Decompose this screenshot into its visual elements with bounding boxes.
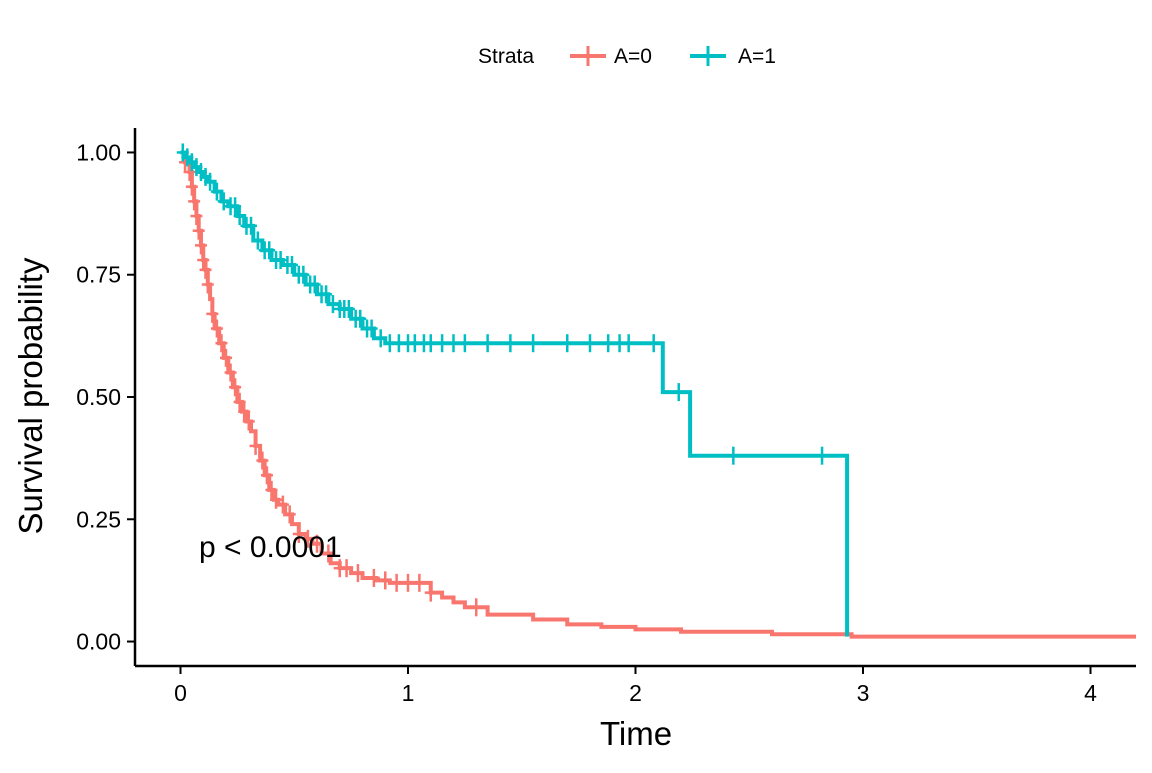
x-tick-label: 1 [402,680,415,706]
y-tick-label: 0.75 [76,262,121,288]
legend-label-a1: A=1 [738,45,776,68]
survival-curves [176,143,1136,639]
legend-entry-a0: A=0 [570,45,652,68]
y-ticks: 0.00 0.25 0.50 0.75 1.00 [76,139,135,655]
y-tick-label: 1.00 [76,139,121,165]
x-axis-title: Time [600,715,672,752]
y-axis-title: Survival probability [12,257,49,534]
legend-entry-a1: A=1 [690,45,776,68]
x-tick-label: 0 [174,680,187,706]
y-tick-label: 0.50 [76,384,121,410]
legend-title: Strata [478,45,534,68]
axes: 0 1 2 3 4 0.00 0.25 0.50 0.75 1.00 [76,128,1136,706]
legend-label-a0: A=0 [614,45,652,68]
x-tick-label: 3 [857,680,870,706]
survival-curve-a0 [180,150,1136,639]
p-value-annotation: p < 0.0001 [199,531,342,564]
legend: Strata A=0 A=1 [478,45,776,68]
y-tick-label: 0.00 [76,629,121,655]
y-tick-label: 0.25 [76,506,121,532]
x-tick-label: 4 [1084,680,1097,706]
x-ticks: 0 1 2 3 4 [174,666,1097,706]
x-tick-label: 2 [629,680,642,706]
survival-curve-a1 [180,150,850,637]
